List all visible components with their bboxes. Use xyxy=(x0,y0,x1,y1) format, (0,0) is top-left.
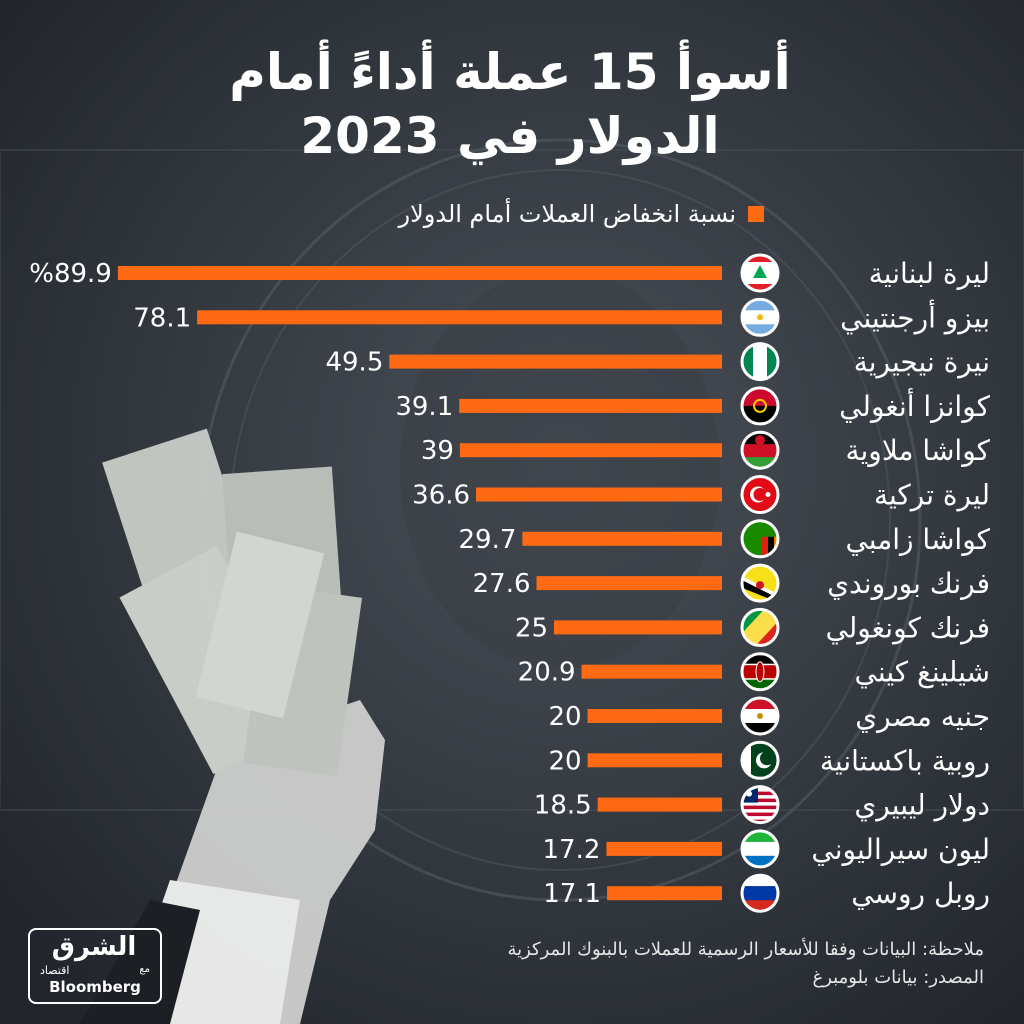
flag-ring xyxy=(740,430,780,470)
lebanon-flag-icon xyxy=(742,255,778,291)
bar xyxy=(197,310,723,325)
legend-swatch xyxy=(748,206,764,222)
bar xyxy=(476,487,722,502)
bar xyxy=(587,753,722,768)
category-label: روبل روسي xyxy=(851,877,990,910)
flag-ring xyxy=(740,652,780,692)
category-label: فرنك بوروندي xyxy=(827,567,990,600)
egypt-flag-icon xyxy=(742,698,778,734)
malawi-flag-icon xyxy=(742,432,778,469)
category-label: بيزو أرجنتيني xyxy=(840,298,990,334)
category-label: كواشا زامبي xyxy=(845,523,990,556)
value-label: 39.1 xyxy=(395,392,453,422)
nigeria-flag-icon xyxy=(742,343,778,380)
flag-ring xyxy=(740,785,780,825)
bar xyxy=(554,620,722,635)
value-label: 17.2 xyxy=(543,835,601,865)
logo-arabic: الشرق xyxy=(51,932,137,962)
bar xyxy=(606,841,722,856)
flag-ring xyxy=(740,386,780,426)
flag-ring xyxy=(740,829,780,869)
category-label: دولار ليبيري xyxy=(854,789,990,822)
flag-ring xyxy=(740,563,780,603)
burundi-flag-icon xyxy=(742,565,778,602)
asharq-bloomberg-logo: الشرق اقتصاد مع Bloomberg xyxy=(28,928,162,1004)
argentina-flag-icon xyxy=(742,299,778,336)
flag-ring xyxy=(740,342,780,382)
category-label: روبية باكستانية xyxy=(820,744,990,777)
flag-ring xyxy=(740,297,780,337)
source-text: المصدر: بيانات بلومبرغ xyxy=(812,967,984,988)
bar xyxy=(581,664,722,679)
category-label: كواشا ملاوية xyxy=(846,434,991,467)
chart-title: أسوأ 15 عملة أداءً أمام الدولار في 2023 xyxy=(160,40,860,168)
flag-ring xyxy=(740,873,780,913)
flag-ring xyxy=(740,696,780,736)
flag-ring xyxy=(740,519,780,559)
value-label: 36.6 xyxy=(412,481,470,511)
category-label: كوانزا أنغولي xyxy=(839,387,991,423)
category-label: نيرة نيجيرية xyxy=(854,346,990,379)
bar xyxy=(522,531,722,546)
bar xyxy=(117,266,722,280)
zambia-flag-icon xyxy=(742,520,778,557)
angola-flag-icon xyxy=(742,387,778,424)
logo-sub: اقتصاد xyxy=(40,964,70,977)
flag-ring xyxy=(740,475,780,514)
value-label: 39 xyxy=(421,436,454,466)
flag-ring xyxy=(740,740,780,780)
title-line-1: أسوأ 15 عملة أداءً أمام xyxy=(229,43,791,101)
category-label: جنيه مصري xyxy=(855,700,990,733)
congo-flag-icon xyxy=(742,609,778,646)
kenya-flag-icon xyxy=(742,653,778,690)
bar xyxy=(587,709,722,723)
value-label: 29.7 xyxy=(459,525,517,555)
title-line-2: الدولار في 2023 xyxy=(300,107,720,165)
category-label: فرنك كونغولي xyxy=(825,611,990,644)
note-text: ملاحظة: البيانات وفقا للأسعار الرسمية لل… xyxy=(507,939,984,960)
legend: نسبة انخفاض العملات أمام الدولار xyxy=(398,200,764,228)
value-label: 17.1 xyxy=(543,879,601,909)
value-label: 27.6 xyxy=(473,569,531,599)
logo-english: Bloomberg xyxy=(49,978,141,996)
category-label: ليون سيراليوني xyxy=(811,833,990,866)
category-label: ليرة تركية xyxy=(874,479,990,512)
legend-label: نسبة انخفاض العملات أمام الدولار xyxy=(398,200,736,228)
value-label: 20.9 xyxy=(518,658,576,688)
flag-ring xyxy=(740,607,780,647)
bar xyxy=(597,797,722,812)
flag-ring xyxy=(740,253,780,293)
value-label: 78.1 xyxy=(133,303,191,333)
bar xyxy=(607,886,722,901)
bar xyxy=(536,576,722,591)
category-label: شيلينغ كيني xyxy=(855,656,990,689)
logo-with: مع xyxy=(139,964,150,975)
value-label: 20 xyxy=(549,746,582,776)
footnote: ملاحظة: البيانات وفقا للأسعار الرسمية لل… xyxy=(507,936,984,992)
turkey-flag-icon xyxy=(742,476,778,513)
value-label: %89.9 xyxy=(29,259,112,289)
pakistan-flag-icon xyxy=(742,742,778,779)
sierra-leone-flag-icon xyxy=(742,830,778,867)
bar xyxy=(459,443,722,458)
liberia-flag-icon xyxy=(742,786,778,823)
bar xyxy=(389,354,722,369)
value-label: 18.5 xyxy=(534,791,592,821)
bar xyxy=(459,398,722,413)
value-label: 20 xyxy=(549,702,582,732)
russia-flag-icon xyxy=(742,875,778,912)
value-label: 49.5 xyxy=(325,348,383,378)
category-label: ليرة لبنانية xyxy=(869,257,990,290)
value-label: 25 xyxy=(515,613,548,643)
hand-with-cash-illustration xyxy=(80,428,385,1024)
